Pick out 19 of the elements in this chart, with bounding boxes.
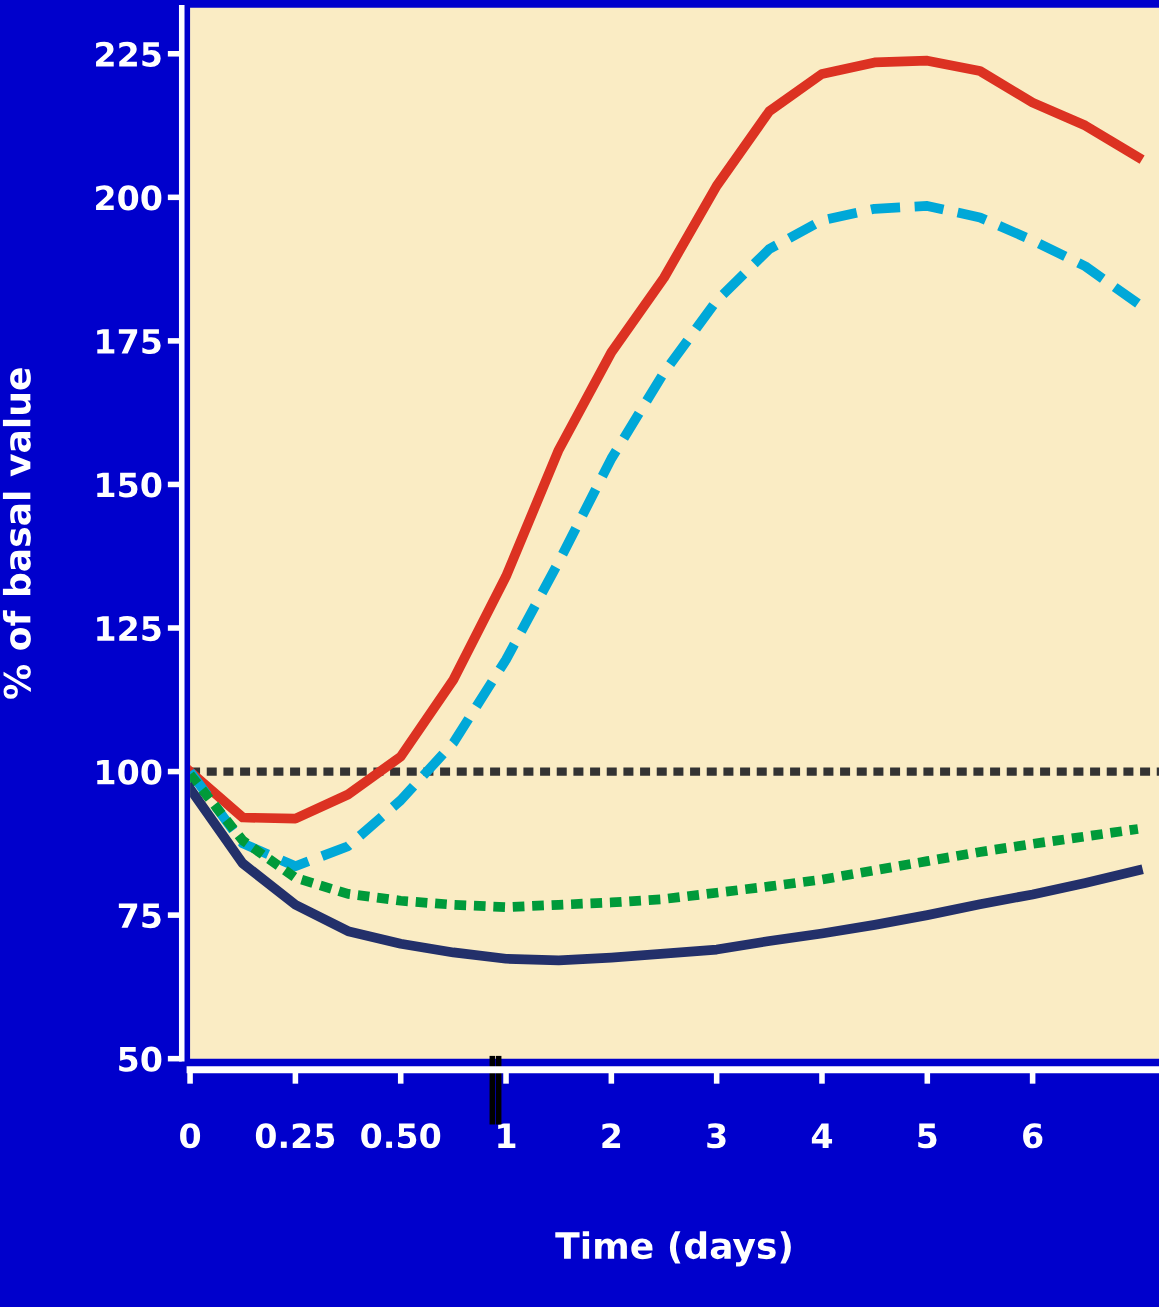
y-tick-label: 200 <box>96 185 162 211</box>
y-tick-label: 150 <box>97 472 162 498</box>
y-tick-label: 100 <box>97 759 162 785</box>
x-tick-label: 0 <box>180 1123 201 1149</box>
y-tick-label: 50 <box>119 1046 162 1072</box>
x-tick-label: 3 <box>707 1123 726 1149</box>
y-tick-label: 175 <box>97 329 161 355</box>
x-tick-label: 0.25 <box>255 1123 335 1149</box>
x-tick-label: 1 <box>498 1123 516 1148</box>
y-tick-label: 225 <box>96 41 161 67</box>
x-tick-label: 6 <box>1023 1123 1043 1149</box>
x-tick-label: 5 <box>918 1123 937 1149</box>
y-tick-label: 125 <box>97 615 161 642</box>
x-tick-label: 4 <box>811 1123 833 1148</box>
x-tick-label: 0.50 <box>361 1123 441 1149</box>
y-axis-title: % of basal value <box>2 368 31 699</box>
x-axis-title: Time (days) <box>555 1231 791 1267</box>
x-tick-label: 2 <box>602 1123 621 1148</box>
y-tick-label: 75 <box>118 903 161 929</box>
